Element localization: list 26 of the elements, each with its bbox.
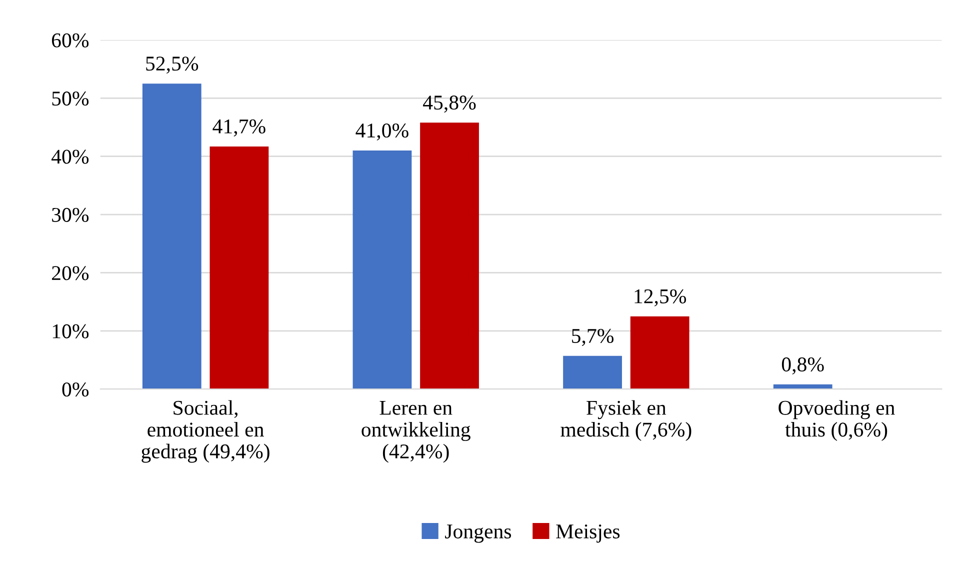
y-tick-label: 30% — [52, 208, 89, 222]
legend-label: Meisjes — [556, 524, 620, 543]
y-tick-label: 60% — [52, 33, 89, 48]
data-label: 52,5% — [146, 56, 198, 74]
y-tick-label: 40% — [51, 150, 89, 164]
y-tick-label: 50% — [52, 92, 89, 106]
bar — [420, 122, 479, 390]
bar — [210, 146, 269, 390]
data-label: 41,7% — [212, 119, 266, 136]
bar — [630, 316, 690, 390]
bar — [142, 84, 202, 390]
x-tick-label: Leren en ontwikkeling (42,4%) — [362, 401, 470, 463]
y-tick-label: 20% — [52, 266, 89, 280]
x-tick-label: Sociaal, emotioneel en gedrag (49,4%) — [142, 400, 270, 463]
x-tick-label: Fysiek en medisch (7,6%) — [560, 400, 692, 441]
x-tick-label: Opvoeding en thuis (0,6%) — [778, 400, 895, 441]
data-label: 0,8% — [782, 357, 824, 374]
y-tick-label: 0% — [62, 382, 89, 397]
data-label: 12,5% — [634, 289, 686, 306]
bar — [563, 356, 622, 390]
bar — [352, 150, 412, 390]
data-label: 5,7% — [572, 328, 614, 346]
legend-label: Jongens — [445, 524, 512, 543]
y-tick-label: 10% — [52, 324, 89, 338]
data-label: 41,0% — [356, 123, 408, 141]
data-label: 45,8% — [423, 96, 476, 113]
